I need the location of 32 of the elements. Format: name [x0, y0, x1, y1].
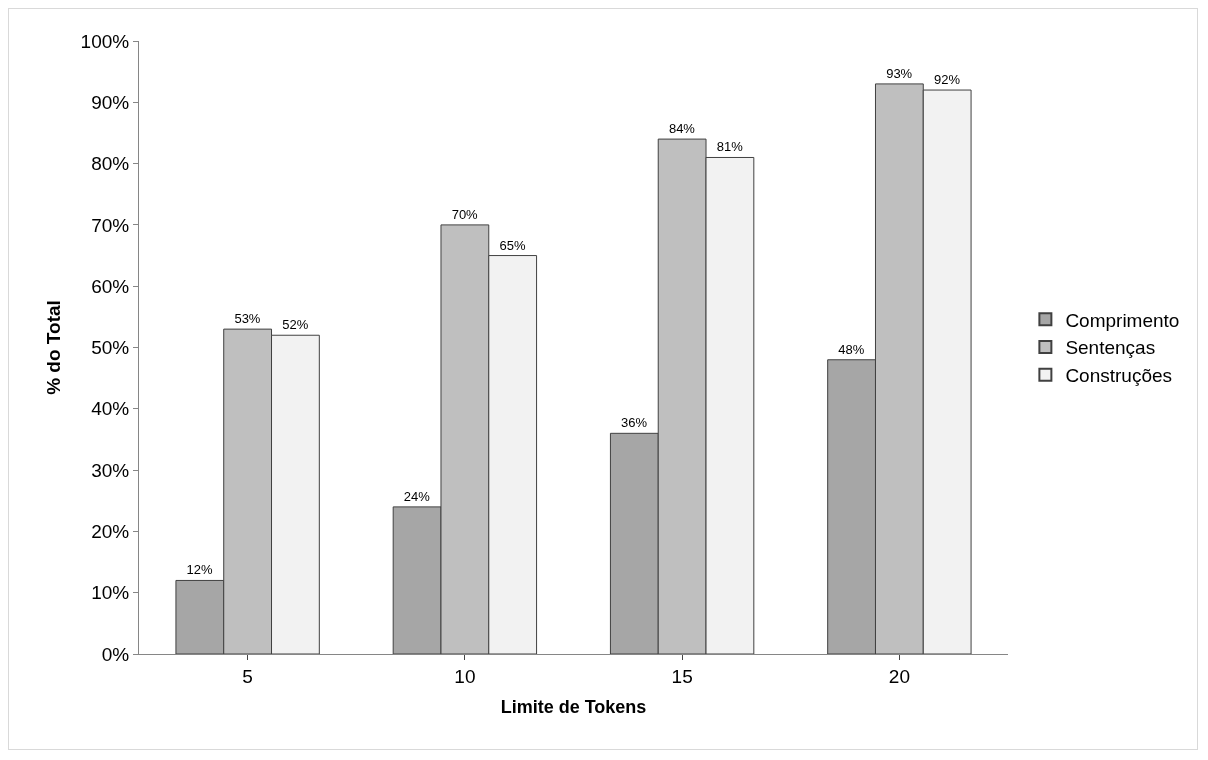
- y-tick-label: 40%: [91, 398, 130, 420]
- y-tick-label: 10%: [91, 582, 130, 604]
- y-tick-label: 90%: [91, 91, 130, 113]
- y-tick-label: 80%: [91, 153, 130, 175]
- x-tick-label: 5: [242, 665, 253, 687]
- data-label: 12%: [186, 562, 214, 578]
- data-label: 52%: [282, 317, 309, 333]
- x-tick-label: 20: [888, 665, 910, 687]
- y-tick-label: 20%: [91, 521, 130, 543]
- legend-label: Comprimento: [1065, 309, 1180, 331]
- x-tick-label: 15: [671, 665, 693, 687]
- data-label: 81%: [716, 139, 744, 155]
- x-tick-label: 10: [454, 665, 476, 687]
- data-label: 70%: [451, 206, 479, 222]
- x-axis-title: Limite de Tokens: [500, 696, 647, 717]
- data-label: 93%: [886, 65, 913, 81]
- y-axis-title: % do Total: [43, 300, 65, 395]
- data-label: 65%: [499, 237, 526, 253]
- y-tick-label: 60%: [91, 275, 130, 297]
- data-label: 92%: [933, 72, 961, 88]
- legend-label: Construções: [1065, 365, 1173, 387]
- y-tick-label: 0%: [101, 643, 130, 665]
- y-tick-label: 50%: [91, 337, 130, 359]
- data-label: 53%: [234, 311, 261, 327]
- y-tick-label: 30%: [91, 459, 130, 481]
- data-label: 84%: [668, 121, 696, 137]
- data-label: 48%: [838, 341, 865, 357]
- y-tick-label: 70%: [91, 214, 130, 236]
- y-tick-label: 100%: [80, 30, 130, 52]
- data-label: 24%: [403, 488, 431, 504]
- legend-label: Sentenças: [1065, 337, 1156, 359]
- data-label: 36%: [621, 415, 648, 431]
